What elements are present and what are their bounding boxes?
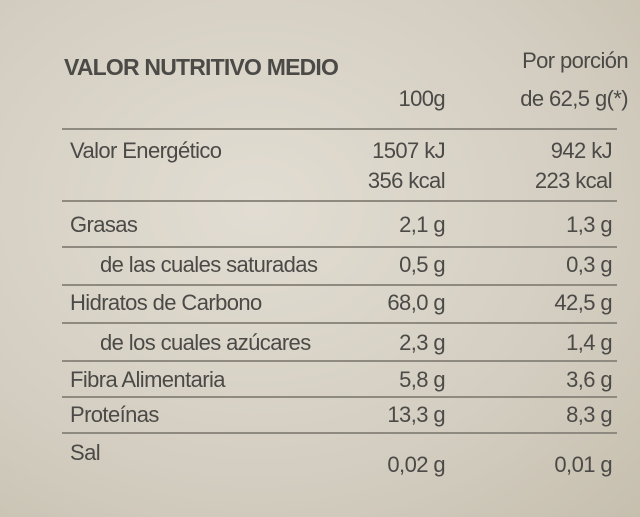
row-label: de los cuales azúcares xyxy=(100,330,311,355)
value-100g: 0,02 g xyxy=(387,452,445,477)
row-label: Proteínas xyxy=(70,402,159,427)
value-portion: 942 kJ xyxy=(550,138,613,163)
row-label: Valor Energético xyxy=(70,138,222,163)
value-100g: 13,3 g xyxy=(387,402,445,427)
row-label: Hidratos de Carbono xyxy=(70,290,262,315)
rule xyxy=(62,360,617,362)
rule xyxy=(62,322,617,324)
value-100g: 2,3 g xyxy=(399,330,446,355)
rule xyxy=(62,284,617,286)
value-portion: 0,01 g xyxy=(554,452,612,477)
row-label: Sal xyxy=(70,440,101,465)
row-label: Grasas xyxy=(70,212,138,237)
column-header: de 62,5 g(*) xyxy=(520,86,628,111)
value-portion: 223 kcal xyxy=(534,168,613,193)
value-portion: 3,6 g xyxy=(566,367,613,392)
value-100g: 2,1 g xyxy=(399,212,446,237)
value-100g: 1507 kJ xyxy=(372,138,445,163)
rule xyxy=(62,200,617,202)
value-100g: 0,5 g xyxy=(399,252,446,277)
value-portion: 42,5 g xyxy=(554,290,612,315)
table-title: VALOR NUTRITIVO MEDIO xyxy=(64,54,339,80)
row-label: de las cuales saturadas xyxy=(100,252,318,277)
row-label: Fibra Alimentaria xyxy=(70,367,225,392)
value-portion: 8,3 g xyxy=(566,402,613,427)
value-portion: 1,3 g xyxy=(566,212,613,237)
rule xyxy=(62,396,617,398)
value-portion: 0,3 g xyxy=(566,252,613,277)
column-header: 100g xyxy=(398,86,445,111)
rule xyxy=(62,246,617,248)
value-100g: 68,0 g xyxy=(387,290,445,315)
value-portion: 1,4 g xyxy=(566,330,613,355)
value-100g: 5,8 g xyxy=(399,367,446,392)
rule xyxy=(62,432,617,434)
column-header: Por porción xyxy=(522,48,629,73)
value-100g: 356 kcal xyxy=(367,168,446,193)
rule xyxy=(62,128,617,130)
